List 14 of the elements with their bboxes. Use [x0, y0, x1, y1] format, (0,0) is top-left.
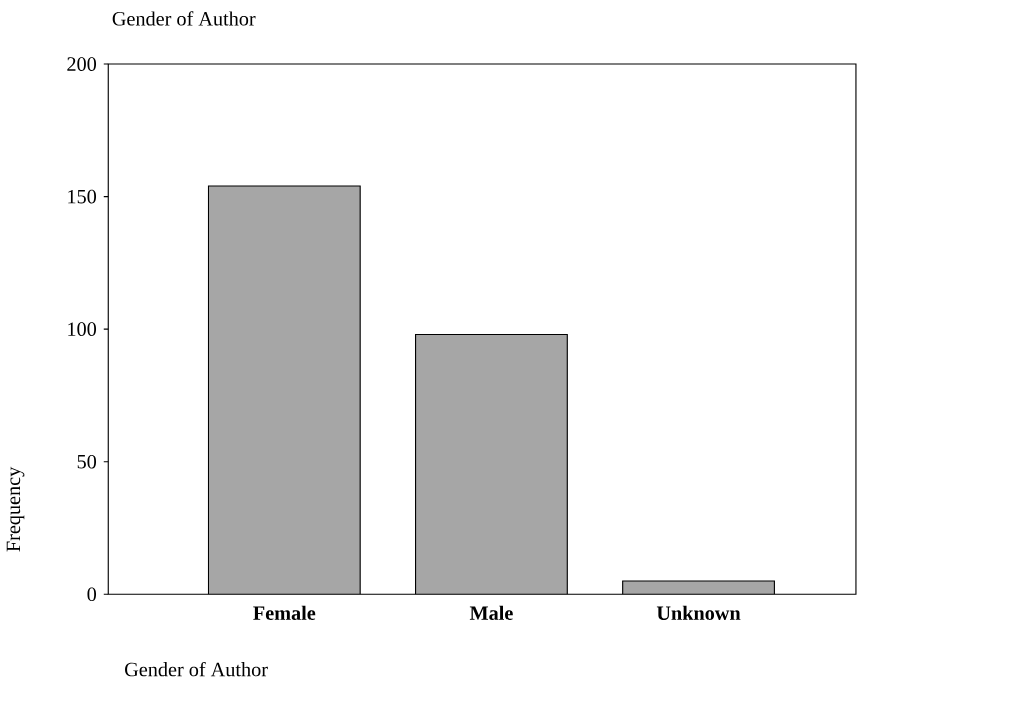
x-tick-label: Female [253, 605, 316, 621]
y-tick-label: 200 [67, 57, 97, 71]
y-tick-label: 150 [68, 189, 97, 204]
y-tick-label: 50 [77, 455, 97, 469]
x-tick-label: Male [469, 605, 513, 621]
bar [415, 334, 568, 595]
y-axis-title: Frequency [6, 466, 25, 552]
x-axis-title: Gender of Author [125, 662, 268, 677]
x-tick-label: Unknown [656, 605, 741, 621]
bar [207, 185, 361, 595]
bar [622, 580, 775, 595]
chart-title: Gender of Author [112, 11, 256, 26]
y-tick-label: 100 [68, 322, 97, 337]
y-tick-label: 0 [87, 587, 97, 602]
